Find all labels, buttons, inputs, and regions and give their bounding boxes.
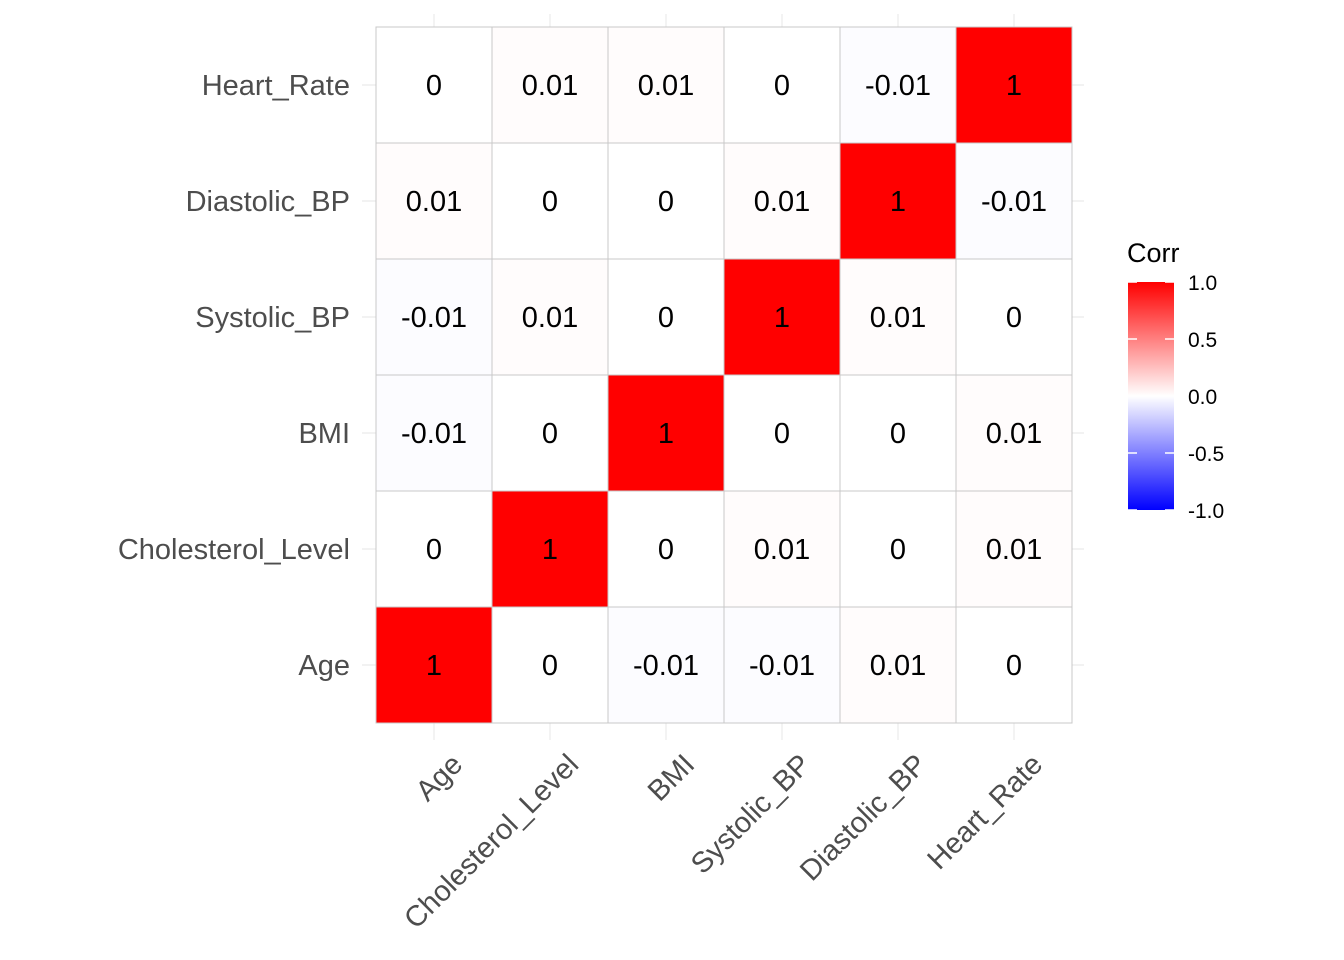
legend-tick-label: -0.5 [1188, 443, 1224, 466]
cell-value-label: 0.01 [522, 302, 578, 334]
heatmap-cell [491, 374, 609, 492]
cell-value-label: 0 [426, 70, 442, 102]
heatmap-cell [491, 142, 609, 260]
y-tick-label: Age [298, 650, 350, 682]
cell-value-label: 0.01 [870, 302, 926, 334]
cell-value-label: 0 [426, 534, 442, 566]
heatmap-cell [839, 26, 957, 144]
heatmap-cell [607, 374, 725, 492]
x-tick-label: Age [410, 748, 469, 807]
heatmap-cell [723, 374, 841, 492]
heatmap-cell [491, 26, 609, 144]
heatmap-cell [375, 26, 493, 144]
cell-value-label: 1 [542, 534, 558, 566]
heatmap-cell [375, 374, 493, 492]
heatmap-cell [955, 26, 1073, 144]
cell-value-label: 1 [426, 650, 442, 682]
x-tick-label: Heart_Rate [922, 748, 1050, 876]
x-tick-label: BMI [642, 748, 701, 807]
heatmap-cell [955, 258, 1073, 376]
cell-value-label: 0 [542, 186, 558, 218]
heatmap-cell [723, 258, 841, 376]
cell-value-label: 0.01 [986, 418, 1042, 450]
heatmap-cell [955, 374, 1073, 492]
cell-value-label: 1 [1006, 70, 1022, 102]
cell-value-label: 0.01 [754, 534, 810, 566]
heatmap-cell [955, 142, 1073, 260]
heatmap-cell [839, 258, 957, 376]
heatmap-cell [491, 258, 609, 376]
cell-value-label: -0.01 [633, 650, 699, 682]
cell-value-label: 1 [774, 302, 790, 334]
heatmap-cell [955, 490, 1073, 608]
cell-value-label: 0.01 [406, 186, 462, 218]
cell-value-label: 0 [542, 418, 558, 450]
cell-value-label: 0 [1006, 650, 1022, 682]
heatmap-cell [375, 258, 493, 376]
cell-value-label: 0 [658, 534, 674, 566]
cell-value-label: 0 [774, 418, 790, 450]
cell-value-label: 0 [658, 302, 674, 334]
cell-value-label: 0 [774, 70, 790, 102]
legend: Corr 1.0 0.5 0.0 -0.5 -1.0 [1127, 238, 1224, 523]
heatmap-cell [955, 606, 1073, 724]
legend-tick-label: 0.5 [1188, 329, 1217, 352]
y-tick-label: Cholesterol_Level [118, 534, 350, 566]
cell-value-label: 0 [658, 186, 674, 218]
heatmap-cells [375, 26, 1073, 724]
cell-value-label: -0.01 [749, 650, 815, 682]
heatmap-cell [491, 490, 609, 608]
y-tick-label: Systolic_BP [195, 302, 350, 334]
y-tick-label: BMI [298, 418, 350, 450]
heatmap-cell [839, 374, 957, 492]
cell-value-label: 0.01 [986, 534, 1042, 566]
cell-value-label: 0.01 [870, 650, 926, 682]
legend-tick-label: 0.0 [1188, 386, 1217, 409]
heatmap-cell [375, 606, 493, 724]
cell-value-label: 0 [890, 418, 906, 450]
cell-value-label: 0.01 [638, 70, 694, 102]
cell-value-label: 0.01 [754, 186, 810, 218]
heatmap-cell [839, 142, 957, 260]
heatmap-cell [375, 490, 493, 608]
y-axis: Age Cholesterol_Level BMI Systolic_BP Diasto… [118, 70, 350, 682]
cell-value-label: 1 [658, 418, 674, 450]
y-tick-label: Diastolic_BP [186, 186, 350, 218]
heatmap-cell [607, 142, 725, 260]
cell-value-label: -0.01 [981, 186, 1047, 218]
cell-value-label: 0 [1006, 302, 1022, 334]
heatmap-cell [839, 606, 957, 724]
cell-value-label: 1 [890, 186, 906, 218]
heatmap-cell [607, 258, 725, 376]
cell-value-label: -0.01 [401, 302, 467, 334]
heatmap-cell [839, 490, 957, 608]
heatmap-cell [491, 606, 609, 724]
cell-value-label: -0.01 [865, 70, 931, 102]
legend-tick-label: 1.0 [1188, 272, 1217, 295]
legend-title: Corr [1127, 238, 1180, 268]
heatmap-cell [723, 490, 841, 608]
y-tick-label: Heart_Rate [202, 70, 350, 102]
cell-value-label: 0 [542, 650, 558, 682]
cell-value-label: 0 [890, 534, 906, 566]
cell-labels: 1 0 -0.01 -0.01 0.01 0 0 1 0 0.01 0 0.01 -0.01 0 1 0 0 0.… [401, 70, 1047, 682]
heatmap-cell [607, 26, 725, 144]
cell-value-label: 0.01 [522, 70, 578, 102]
legend-tick-label: -1.0 [1188, 500, 1224, 523]
cell-value-label: -0.01 [401, 418, 467, 450]
